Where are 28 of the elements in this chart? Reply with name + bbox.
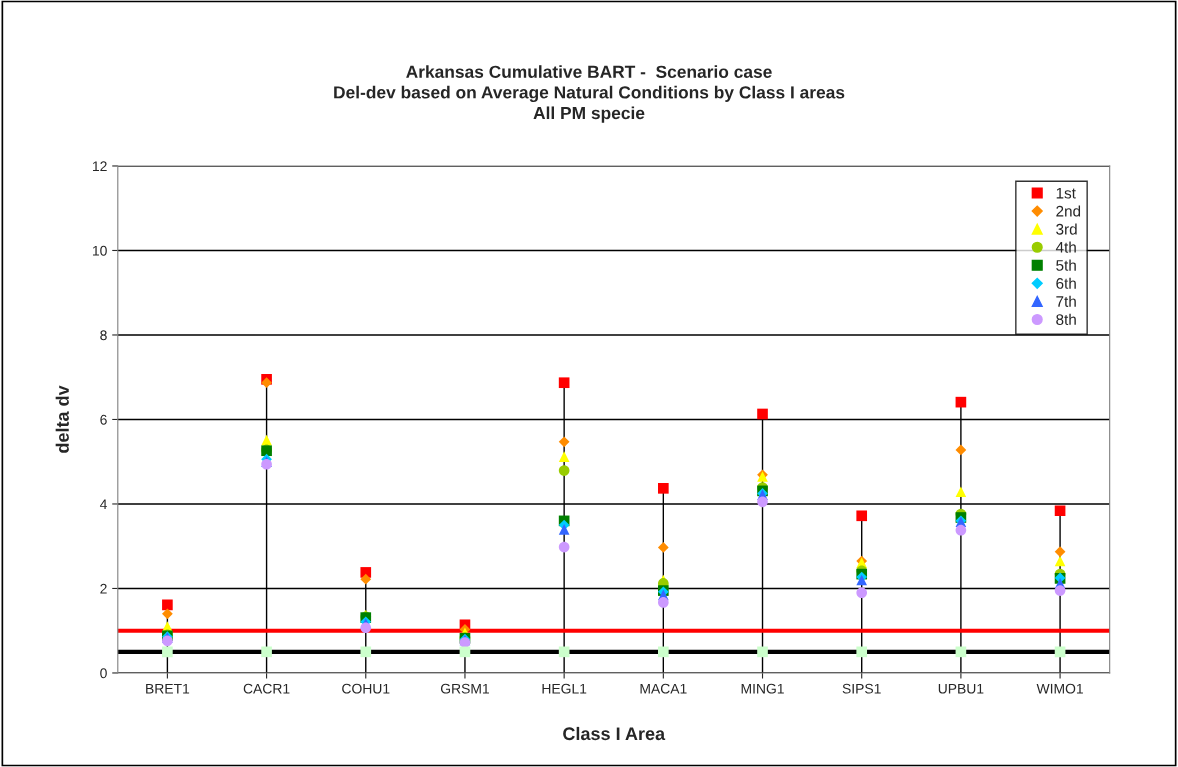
x-tick-label: SIPS1 — [842, 683, 881, 694]
x-tick-label: COHU1 — [342, 683, 390, 694]
legend-label: 7th — [1056, 295, 1076, 307]
x-axis-title: Class I Area — [563, 726, 666, 741]
x-tick-label: UPBU1 — [938, 683, 984, 694]
x-tick-label: GRSM1 — [440, 683, 489, 694]
y-axis-title: delta dv — [55, 385, 69, 453]
x-tick-label: MACA1 — [640, 683, 687, 694]
y-tick-label: 12 — [93, 161, 107, 172]
legend-label: 4th — [1055, 241, 1076, 253]
legend-label: 3rd — [1056, 223, 1077, 235]
y-tick-label: 0 — [100, 668, 107, 679]
y-tick-label: 10 — [93, 245, 107, 256]
x-tick-label: HEGL1 — [542, 683, 587, 694]
y-tick-label: 4 — [99, 499, 107, 509]
x-tick-label: BRET1 — [146, 683, 190, 694]
y-tick-label: 6 — [100, 414, 107, 425]
y-tick-label: 8 — [100, 330, 107, 341]
x-tick-label: MING1 — [741, 683, 784, 694]
legend-label: 6th — [1056, 277, 1076, 289]
legend-label: 2nd — [1056, 205, 1081, 217]
y-tick-label: 2 — [100, 583, 107, 594]
legend-label: 8th — [1056, 313, 1076, 325]
legend-label: 1st — [1056, 187, 1076, 199]
chart-title: Arkansas Cumulative BART - Scenario case Del-dev based on Average Natural Conditions by Class I areas All PM specie — [334, 65, 845, 123]
x-tick-label: CACR1 — [243, 683, 290, 694]
legend-label: 5th — [1056, 259, 1076, 271]
x-tick-label: WIMO1 — [1036, 683, 1083, 694]
